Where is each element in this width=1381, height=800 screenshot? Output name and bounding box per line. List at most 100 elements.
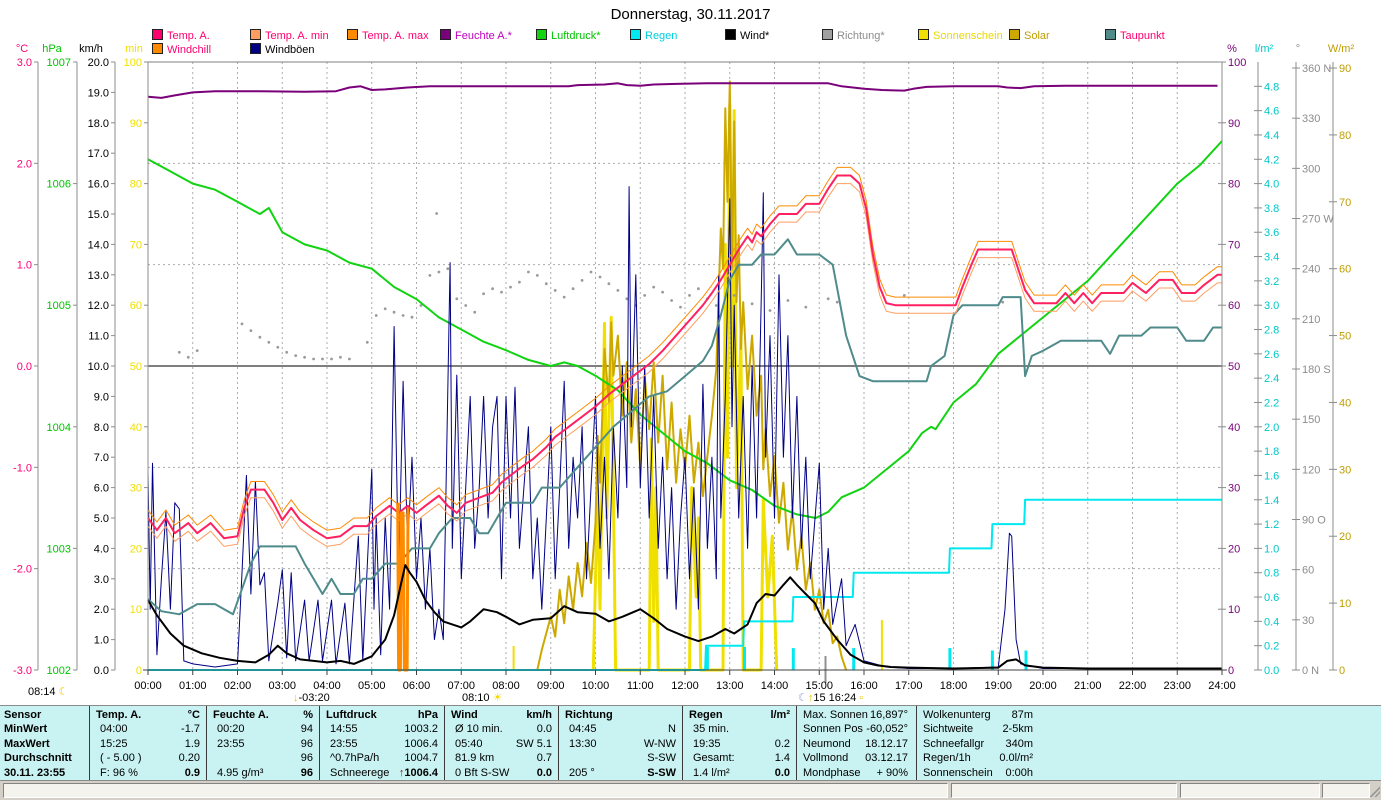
table-row-labels: Sensor MinWert MaxWert Durchschnitt 30.11. 2… (4, 706, 88, 780)
legend-item-windchill: Windchill (152, 43, 211, 56)
svg-text:14:00: 14:00 (761, 680, 789, 692)
status-bar-segment-2 (1180, 783, 1320, 798)
table-cell: 13:30 (569, 737, 597, 750)
series-tempmin (147, 183, 1222, 547)
svg-text:10.0: 10.0 (88, 361, 109, 373)
svg-text:-1.0: -1.0 (13, 462, 32, 474)
axis-tempC: °C 3.0 2.0 1.0 0.0 -1.0 -2.0 -3.0 (13, 43, 39, 677)
table-cell: Schneerege (330, 766, 390, 779)
legend-label: Temp. A. min (265, 30, 329, 42)
table-cell: 04:00 (100, 723, 128, 736)
table-cell: 0:00h (1005, 766, 1033, 779)
svg-text:6.0: 6.0 (94, 483, 109, 495)
svg-text:14.0: 14.0 (88, 239, 109, 251)
svg-text:l/m²: l/m² (1255, 43, 1274, 55)
svg-text:13:00: 13:00 (716, 680, 744, 692)
gridlines (148, 62, 1222, 670)
svg-text:1.0: 1.0 (1264, 543, 1279, 555)
table-cell: Vollmond (803, 752, 849, 765)
svg-text:10: 10 (1228, 604, 1240, 616)
table-cell: MaxWert (4, 737, 50, 750)
table-cell: 0 Bft S-SW (455, 766, 510, 779)
legend-swatch-icon (152, 29, 163, 40)
legend-swatch-icon (725, 29, 736, 40)
legend-item-windb-en: Windböen (250, 43, 315, 56)
series-regen (148, 498, 1222, 671)
legend-item-wind-: Wind* (725, 29, 769, 42)
svg-text:08:00: 08:00 (492, 680, 520, 692)
series-windchill (396, 502, 410, 672)
svg-text:km/h: km/h (79, 43, 103, 55)
series-tempmax (147, 166, 1222, 531)
svg-text:210: 210 (1302, 314, 1320, 326)
x-axis: 00:00 01:00 02:00 03:00 04:00 05:00 06:00 07:00… (134, 669, 1236, 692)
svg-text:30: 30 (1302, 615, 1314, 627)
legend-swatch-icon (630, 29, 641, 40)
table-group-luftdruck: Luftdruck hPa 14:55 1003.2 23:55 1006.4 ^0.7hP… (319, 706, 444, 780)
table-cell: 87m (1011, 709, 1033, 721)
table-cell: 0.2 (774, 737, 790, 750)
legend-item-temp-a-: Temp. A. (152, 29, 210, 42)
svg-text:11.0: 11.0 (88, 331, 109, 343)
table-cell: 1006.4 (404, 737, 438, 750)
axis-kmh: km/h 20.0 19.0 18.0 17.0 16.0 15.0 14.0 13.0 12.0… (79, 43, 116, 677)
svg-text:20:00: 20:00 (1029, 680, 1057, 692)
legend-label: Solar (1024, 30, 1050, 42)
resize-grip-icon[interactable] (1368, 785, 1380, 797)
svg-text:21:00: 21:00 (1074, 680, 1102, 692)
table-cell: ↑1006.4 (398, 766, 438, 779)
stats-table: Sensor MinWert MaxWert Durchschnitt 30.11. 2… (0, 705, 1381, 781)
table-cell: Temp. A. (96, 709, 142, 721)
legend-swatch-icon (1009, 29, 1020, 40)
svg-text:1.0: 1.0 (94, 635, 109, 647)
svg-text:2.6: 2.6 (1264, 349, 1279, 361)
table-cell: 35 min. (693, 723, 730, 736)
legend-swatch-icon (536, 29, 547, 40)
axis-deg: °360 N 330 300 270 W 240 210 180 S 150 120 90 O 60… (1292, 43, 1334, 677)
table-cell: 1.4 (774, 752, 790, 765)
table-cell: 0.0l/m² (999, 752, 1033, 765)
table-cell: 205 ° (569, 766, 595, 779)
table-cell: Sensor (4, 709, 42, 721)
svg-text:17.0: 17.0 (88, 148, 109, 160)
table-cell: ^0.7hPa/h (330, 752, 380, 765)
table-cell: 19:35 (693, 737, 721, 750)
svg-text:100: 100 (124, 57, 142, 69)
table-cell: 96 (300, 766, 313, 779)
svg-text:18.0: 18.0 (88, 118, 109, 130)
table-cell: W-NW (643, 737, 676, 750)
table-cell: Schneefallgr (923, 737, 985, 750)
svg-text:%: % (1227, 43, 1237, 55)
svg-text:3.8: 3.8 (1264, 203, 1279, 215)
svg-text:-2.0: -2.0 (13, 564, 32, 576)
svg-text:90 O: 90 O (1302, 515, 1326, 527)
legend-item-regen: Regen (630, 29, 677, 42)
svg-text:150: 150 (1302, 414, 1320, 426)
svg-text:min: min (125, 43, 143, 55)
table-cell: 16,897° (869, 709, 908, 721)
svg-text:70: 70 (130, 239, 142, 251)
svg-text:°: ° (1296, 43, 1300, 55)
legend-swatch-icon (250, 29, 261, 40)
svg-text:5.0: 5.0 (94, 513, 109, 525)
table-cell: Wind (451, 709, 478, 721)
legend-item-feuchte-a-: Feuchte A.* (440, 29, 512, 42)
series-regen-bars (705, 646, 1028, 670)
legend-item-solar: Solar (1009, 29, 1050, 42)
page-title: Donnerstag, 30.11.2017 (610, 6, 771, 23)
table-cell: SW 5.1 (515, 737, 552, 750)
svg-text:18:00: 18:00 (940, 680, 968, 692)
svg-text:70: 70 (1228, 239, 1240, 251)
svg-text:2.0: 2.0 (94, 604, 109, 616)
svg-text:0: 0 (136, 665, 142, 677)
svg-text:8.0: 8.0 (94, 422, 109, 434)
table-cell: 03.12.17 (865, 752, 908, 765)
astro-annotation: ☾↑15 16:24 ▫ (798, 692, 863, 704)
svg-text:hPa: hPa (42, 43, 62, 55)
table-cell: Regen (689, 709, 723, 721)
table-cell: Gesamt: (693, 752, 735, 765)
svg-text:10: 10 (130, 604, 142, 616)
table-group-wind: Wind km/h Ø 10 min. 0.0 05:40 SW 5.1 81.9 km 0.… (444, 706, 558, 780)
table-cell: MinWert (4, 723, 48, 736)
